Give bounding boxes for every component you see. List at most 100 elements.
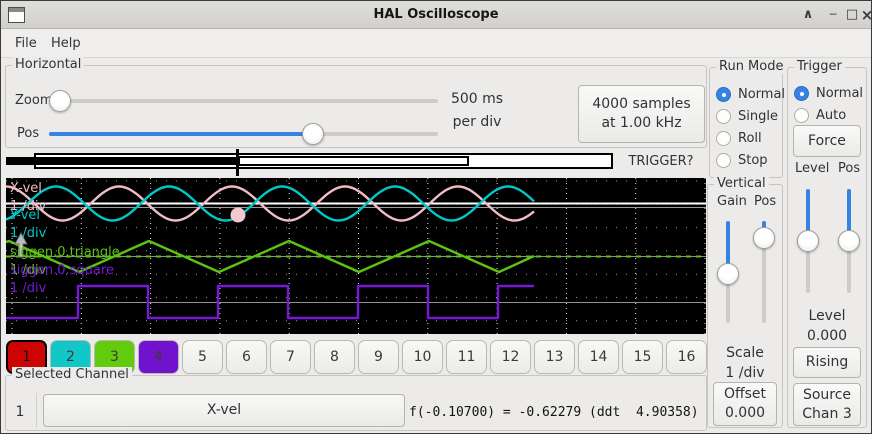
vertical-pos-groove[interactable] [762,221,766,323]
force-button[interactable]: Force [793,125,861,157]
trace-name-siggen.0.square: siggen.0.square [10,263,114,278]
trace-scale-siggen.0.square: 1 /div [10,281,47,296]
radio-auto[interactable]: Auto [788,104,866,126]
scale-caption: Scale [726,345,764,361]
minimize-button[interactable]: ─ [829,8,837,21]
radio-roll[interactable]: Roll [710,127,782,149]
channel-button-6[interactable]: 6 [226,340,267,374]
channel-button-5[interactable]: 5 [182,340,223,374]
radio-label: Auto [816,107,847,123]
trigger-level-slider[interactable] [797,189,819,293]
channel-button-15[interactable]: 15 [622,340,663,374]
trigger-edge-label: Rising [805,354,849,370]
run-mode-legend: Run Mode [716,59,787,74]
channel-button-12[interactable]: 12 [490,340,531,374]
radio-circle-stop[interactable] [716,152,731,168]
menu-file[interactable]: File [15,36,37,51]
trace-Y-vel [5,185,535,222]
close-button[interactable]: × [857,1,871,28]
trigger-level-value: 0.000 [806,328,848,344]
trigger-group: Trigger Normal Auto [787,59,867,428]
trigger-edge-button[interactable]: Rising [793,347,861,378]
radio-circle-normal[interactable] [794,85,809,101]
radio-label: Normal [738,86,786,102]
trigger-pos-slider[interactable] [838,189,860,293]
radio-circle-normal[interactable] [716,86,731,102]
radio-normal[interactable]: Normal [710,83,786,105]
vertical-pos-knob[interactable] [753,227,775,250]
vertical-pos-slider[interactable] [753,221,775,323]
radio-circle-auto[interactable] [794,107,809,123]
scope-canvas [5,178,706,334]
zoom-slider[interactable] [49,90,438,112]
gain-slider-knob[interactable] [717,263,739,286]
pos-slider-knob[interactable] [302,123,325,145]
radio-label: Roll [738,130,762,146]
offset-line1: Offset [723,386,767,402]
channel-name-label: X-vel [206,402,242,418]
maximize-button[interactable]: □ [845,7,859,22]
trigger-status: TRIGGER? [628,154,694,169]
radio-label: Single [738,108,778,124]
run-mode-group: Run Mode Normal Single Roll Stop [709,59,787,178]
radio-normal[interactable]: Normal [788,82,866,104]
probe-readout: f(-0.10700) = -0.62279 (ddt 4.90358) [409,405,699,420]
gain-slider[interactable] [717,221,739,323]
trigger-source-button[interactable]: Source Chan 3 [793,383,861,426]
channel-button-4[interactable]: 4 [138,340,179,374]
selected-channel-separator [36,393,37,427]
trace-scale-X-vel: 1 /div [10,199,47,214]
shade-button[interactable]: ∧ [802,7,814,22]
horizontal-pos-slider[interactable] [49,123,438,145]
menubar: File Help [1,29,871,58]
radio-circle-single[interactable] [716,108,731,124]
gain-label: Gain [717,194,747,209]
channel-name-button[interactable]: X-vel [43,394,405,427]
pos-label: Pos [17,126,40,141]
trace-name-Y-vel: Y-vel [10,208,41,223]
mouse-cursor-icon [14,231,28,258]
channel-button-11[interactable]: 11 [446,340,487,374]
scale-value: 1 /div [725,365,765,381]
channel-button-14[interactable]: 14 [578,340,619,374]
channel-button-13[interactable]: 13 [534,340,575,374]
trace-scale-Y-vel: 1 /div [10,226,47,241]
trigger-pos-fill [847,189,851,241]
radio-label: Stop [738,152,768,168]
zoom-slider-knob[interactable] [49,90,71,112]
trigger-level-col-label: Level [795,161,830,176]
radio-single[interactable]: Single [710,105,782,127]
channel-button-10[interactable]: 10 [402,340,443,374]
trigger-source-line2: Chan 3 [802,405,852,422]
trace-name-X-vel: X-vel [10,181,42,196]
samples-button[interactable]: 4000 samples at 1.00 kHz [578,85,705,143]
capture-view-region [238,156,469,166]
channel-button-16[interactable]: 16 [666,340,707,374]
capture-trigger-tick [236,149,239,176]
vertical-group: Vertical [707,176,783,428]
gain-slider-fill [726,221,730,275]
trigger-pos-knob[interactable] [838,230,860,252]
trace-name-siggen.0.triangle: siggen.0.triangle [10,245,120,260]
trigger-level-knob[interactable] [797,230,819,252]
channel-button-8[interactable]: 8 [314,340,355,374]
vertical-pos-label: Pos [754,194,777,209]
zoom-slider-groove[interactable] [49,99,438,103]
offset-button[interactable]: Offset 0.000 [713,382,777,426]
radio-circle-roll[interactable] [716,130,731,146]
channel-button-9[interactable]: 9 [358,340,399,374]
vertical-legend: Vertical [714,176,769,191]
horizontal-legend: Horizontal [12,57,85,72]
capture-filled-region [6,157,238,165]
radio-stop[interactable]: Stop [710,149,782,171]
scope-display[interactable]: X-vel 1 /div Y-vel 1 /div siggen.0.triangle 1… [5,178,706,334]
trace-X-vel [5,185,535,222]
selected-channel-group: Selected Channel [5,367,707,431]
menu-help[interactable]: Help [51,36,81,51]
rate-per-div-line1: 500 ms [450,91,504,107]
channel-button-7[interactable]: 7 [270,340,311,374]
titlebar[interactable]: HAL Oscilloscope ∧ ─ □ × [1,1,871,29]
trigger-legend: Trigger [794,59,845,74]
pos-slider-fill [49,132,314,136]
samples-line2: at 1.00 kHz [601,115,682,131]
